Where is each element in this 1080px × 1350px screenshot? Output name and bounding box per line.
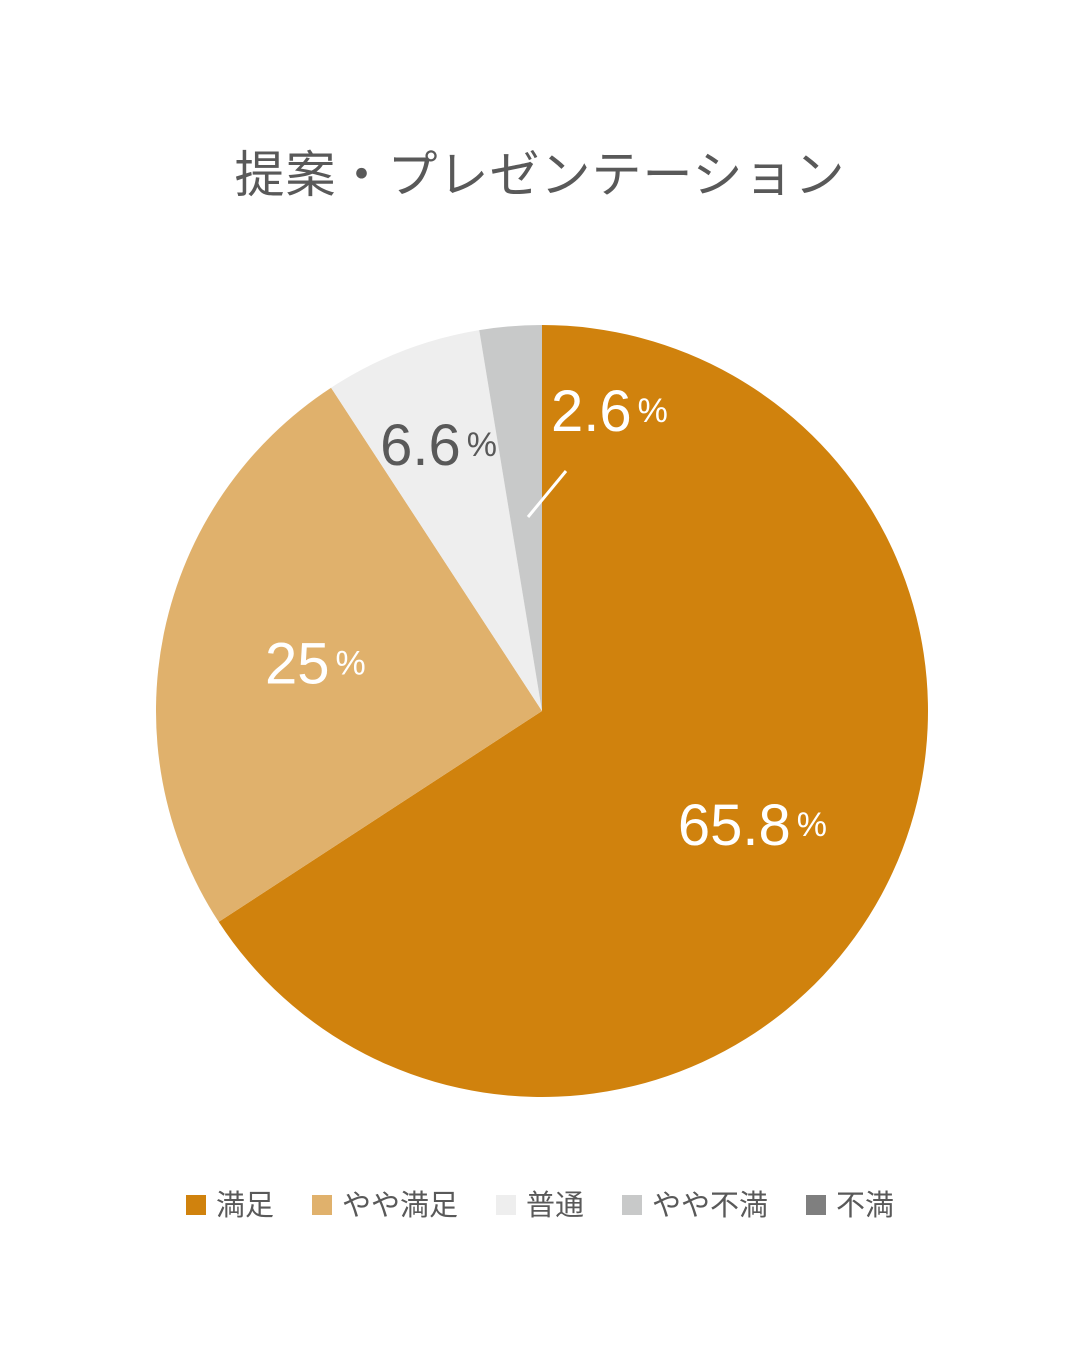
pie-labels: 65.8 % 25 % 6.6 % 2.6% bbox=[265, 378, 827, 857]
chart-title: 提案・プレゼンテーション bbox=[234, 146, 846, 204]
legend-swatch bbox=[622, 1195, 642, 1215]
pie-slice-1 bbox=[218, 325, 929, 1097]
legend-label: 満足 bbox=[215, 1188, 274, 1222]
data-label-2: 25% bbox=[265, 631, 366, 696]
legend-item-3: 普通 bbox=[495, 1185, 584, 1225]
pie-slice-2 bbox=[156, 387, 543, 922]
legend-label: やや不満 bbox=[652, 1188, 769, 1222]
legend-swatch bbox=[311, 1195, 332, 1215]
legend-item-2: やや満足 bbox=[311, 1185, 458, 1225]
legend-swatch bbox=[806, 1195, 827, 1215]
legend-swatch bbox=[495, 1195, 516, 1215]
data-label-3: 6.6% bbox=[380, 412, 497, 477]
legend-item-1: 満足 bbox=[185, 1185, 274, 1225]
data-label-4: 2.6% bbox=[551, 378, 668, 443]
legend-item-4: やや不満 bbox=[622, 1185, 768, 1225]
legend-swatch bbox=[185, 1195, 206, 1215]
leader-line bbox=[526, 470, 568, 518]
pie-slice-3 bbox=[331, 330, 542, 711]
pie-slice-4 bbox=[479, 325, 542, 711]
legend-label: やや満足 bbox=[341, 1188, 458, 1222]
legend-label: 普通 bbox=[525, 1188, 584, 1222]
legend-label: 不満 bbox=[836, 1188, 895, 1222]
legend-item-5: 不満 bbox=[806, 1185, 894, 1225]
data-label-1: 65.8% bbox=[678, 792, 827, 857]
pie-slices bbox=[156, 325, 929, 1097]
legend: 満足 やや満足 普通 やや不満 不満 bbox=[0, 1185, 1080, 1225]
